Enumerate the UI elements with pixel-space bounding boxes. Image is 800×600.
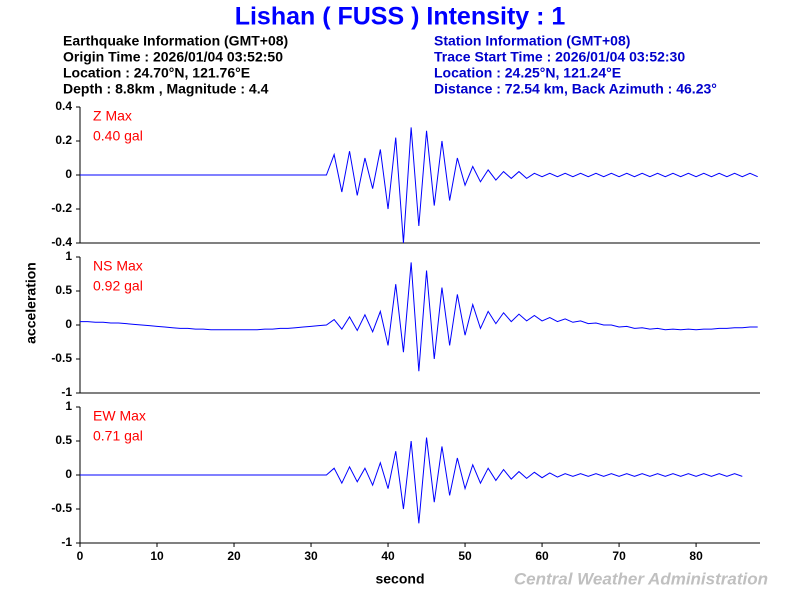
y-tick-label: 1	[65, 249, 72, 263]
panel-label: EW Max	[93, 408, 146, 424]
station-info: Station Information (GMT+08) Trace Start…	[434, 33, 717, 97]
y-tick-label: -0.5	[51, 351, 72, 365]
title: Lishan ( FUSS ) Intensity : 1	[235, 3, 566, 31]
x-axis-label: second	[375, 571, 424, 587]
info-line: Origin Time : 2026/01/04 03:52:50	[63, 49, 283, 65]
y-tick-label: -0.2	[51, 201, 72, 215]
y-axis-label: acceleration	[23, 262, 39, 344]
waveform	[80, 262, 758, 372]
info-line: Location : 24.25°N, 121.24°E	[434, 65, 621, 81]
info-line: Station Information (GMT+08)	[434, 33, 630, 49]
x-tick-label: 10	[150, 549, 164, 563]
waveform	[80, 127, 758, 244]
y-tick-label: 0.4	[55, 99, 72, 113]
y-tick-label: -1	[61, 385, 72, 399]
y-tick-label: 0.5	[55, 433, 72, 447]
info-line: Depth : 8.8km , Magnitude : 4.4	[63, 81, 269, 97]
info-line: Earthquake Information (GMT+08)	[63, 33, 288, 49]
x-tick-label: 0	[77, 549, 84, 563]
x-tick-label: 20	[227, 549, 241, 563]
info-line: Distance : 72.54 km, Back Azimuth : 46.2…	[434, 81, 717, 97]
x-tick-label: 60	[535, 549, 549, 563]
panel-label: NS Max	[93, 258, 143, 274]
x-tick-label: 70	[612, 549, 626, 563]
y-tick-label: 0.2	[55, 133, 72, 147]
y-tick-label: -0.5	[51, 501, 72, 515]
y-tick-label: 0	[65, 467, 72, 481]
y-tick-label: 0.5	[55, 283, 72, 297]
x-tick-label: 80	[689, 549, 703, 563]
panel-label: 0.92 gal	[93, 278, 143, 294]
x-tick-label: 30	[304, 549, 318, 563]
info-line: Location : 24.70°N, 121.76°E	[63, 65, 250, 81]
y-tick-label: 0	[65, 317, 72, 331]
panel-label: 0.40 gal	[93, 128, 143, 144]
x-tick-label: 40	[381, 549, 395, 563]
y-tick-label: 1	[65, 399, 72, 413]
panel-label: Z Max	[93, 108, 132, 124]
y-tick-label: -0.4	[51, 235, 72, 249]
y-tick-label: 0	[65, 167, 72, 181]
earthquake-info: Earthquake Information (GMT+08) Origin T…	[63, 33, 288, 97]
waveform	[80, 437, 743, 524]
info-line: Trace Start Time : 2026/01/04 03:52:30	[434, 49, 685, 65]
x-tick-label: 50	[458, 549, 472, 563]
credit: Central Weather Administration	[514, 569, 768, 588]
y-tick-label: -1	[61, 535, 72, 549]
panel-label: 0.71 gal	[93, 428, 143, 444]
